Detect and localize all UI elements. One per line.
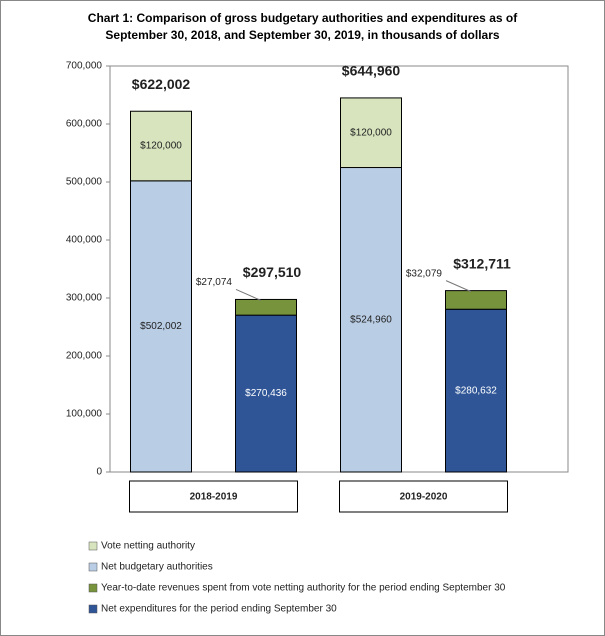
value-label: $502,002 xyxy=(140,321,182,332)
legend-swatch xyxy=(88,604,98,614)
bar-segment xyxy=(445,290,507,310)
bar-segment xyxy=(340,97,402,169)
y-tick-label: 0 xyxy=(96,467,102,478)
total-label: $622,002 xyxy=(132,76,191,92)
total-label: $297,510 xyxy=(243,264,302,280)
bar-segment xyxy=(445,308,507,473)
legend-label: Net budgetary authorities xyxy=(101,562,213,573)
bar-segment xyxy=(235,298,297,316)
leader-line xyxy=(235,288,262,301)
y-tick-label: 700,000 xyxy=(66,61,103,72)
legend-label: Vote netting authority xyxy=(101,541,195,552)
y-tick-label: 500,000 xyxy=(66,177,103,188)
value-label: $120,000 xyxy=(140,141,182,152)
value-label: $270,436 xyxy=(245,388,287,399)
legend-label: Year-to-date revenues spent from vote ne… xyxy=(101,583,506,594)
value-label: $120,000 xyxy=(350,127,392,138)
value-label: $280,632 xyxy=(455,385,497,396)
group-label: 2019-2020 xyxy=(400,492,448,503)
chart-title: Chart 1: Comparison of gross budgetary a… xyxy=(87,11,518,42)
legend-swatch xyxy=(88,583,98,593)
group-label: 2018-2019 xyxy=(190,492,238,503)
group-box xyxy=(339,480,508,513)
y-tick-label: 200,000 xyxy=(66,351,103,362)
legend-swatch xyxy=(88,562,98,572)
group-box xyxy=(129,480,298,513)
legend-swatch xyxy=(88,541,98,551)
total-label: $644,960 xyxy=(342,63,401,79)
value-label: $524,960 xyxy=(350,314,392,325)
y-tick-label: 300,000 xyxy=(66,293,103,304)
legend-label: Net expenditures for the period ending S… xyxy=(101,604,337,615)
title-box: Chart 1: Comparison of gross budgetary a… xyxy=(87,11,518,42)
leader-line xyxy=(445,280,472,293)
value-label: $27,074 xyxy=(196,277,233,288)
bar-segment xyxy=(130,110,192,182)
bar-segment xyxy=(130,180,192,473)
total-label: $312,711 xyxy=(453,255,511,271)
plot-area xyxy=(109,65,569,473)
value-label: $32,079 xyxy=(406,268,443,279)
bar-segment xyxy=(340,167,402,473)
y-tick-label: 100,000 xyxy=(66,409,103,420)
y-tick-label: 400,000 xyxy=(66,235,103,246)
y-tick-label: 600,000 xyxy=(66,119,103,130)
